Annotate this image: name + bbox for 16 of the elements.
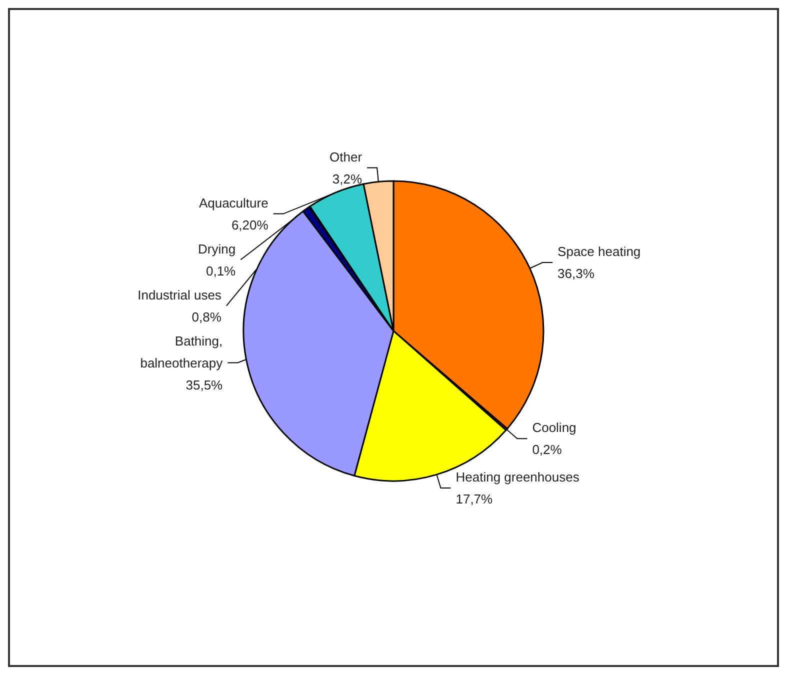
slice-label: Heating greenhouses xyxy=(456,470,580,484)
data-label: 0,1% xyxy=(206,263,236,278)
slice-label: Drying xyxy=(198,241,236,256)
slice-label: Space heating xyxy=(558,244,641,260)
data-label: 0,8% xyxy=(192,309,222,324)
slice-label: Aquaculture xyxy=(198,195,268,210)
data-label: 36,3% xyxy=(558,266,595,282)
slice-label: Bathing, balneotherapy xyxy=(140,333,224,370)
data-label: 17,7% xyxy=(456,492,494,506)
slice-label: Industrial uses xyxy=(138,287,222,302)
slice-label: Other xyxy=(330,149,363,164)
data-label: 3,2% xyxy=(332,171,362,186)
slice-label: Cooling xyxy=(532,420,576,436)
data-label: 0,2% xyxy=(532,442,562,458)
data-label: 6,20% xyxy=(231,217,269,232)
data-label: 35,5% xyxy=(186,377,224,392)
